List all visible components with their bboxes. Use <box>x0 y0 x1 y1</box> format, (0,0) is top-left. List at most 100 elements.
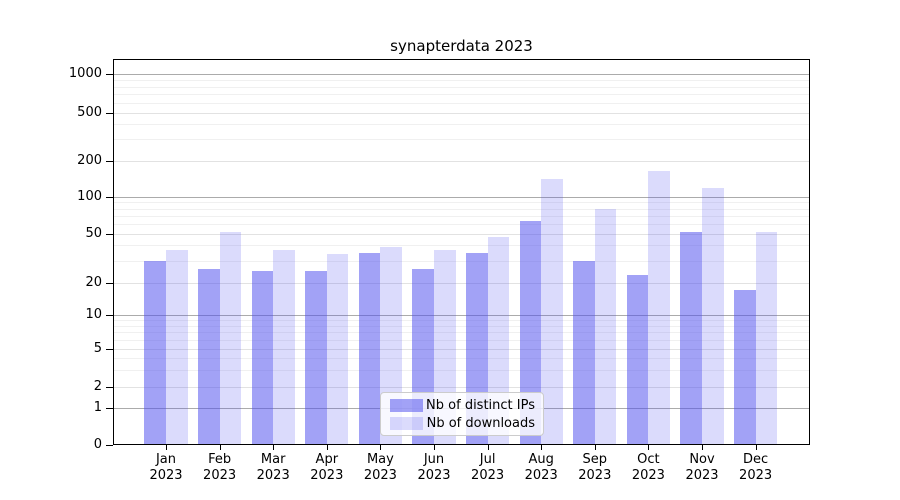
bar-distinct-ips <box>519 221 542 445</box>
x-tick-label: Sep 2023 <box>578 452 612 483</box>
y-gridline-minor <box>113 358 810 360</box>
y-gridline-minor <box>113 86 810 88</box>
x-tick <box>326 445 328 450</box>
x-tick-label: Jun 2023 <box>417 452 451 483</box>
bar-downloads <box>755 232 778 445</box>
x-tick-label: Jan 2023 <box>149 452 183 483</box>
bar-downloads <box>594 209 617 445</box>
y-gridline-minor <box>113 139 810 141</box>
x-tick <box>434 445 435 450</box>
y-gridline-minor <box>113 260 810 262</box>
y-tick <box>106 315 113 316</box>
x-tick <box>648 445 650 450</box>
y-gridline <box>113 282 810 284</box>
bar-downloads <box>702 188 724 445</box>
y-gridline-minor <box>113 320 810 322</box>
y-gridline <box>113 386 810 388</box>
bar-downloads <box>273 249 295 445</box>
bar-distinct-ips <box>144 260 166 445</box>
y-tick <box>106 233 113 235</box>
bar-distinct-ips <box>251 270 274 445</box>
y-gridline-minor <box>113 245 810 247</box>
legend-item: Nb of distinct IPs <box>390 398 535 413</box>
legend-item: Nb of downloads <box>390 416 535 431</box>
y-gridline <box>113 233 810 235</box>
bar-downloads <box>326 254 349 445</box>
y-gridline-decade <box>113 315 810 316</box>
y-tick-label: 100 <box>77 188 102 204</box>
y-tick <box>106 407 113 409</box>
bar-distinct-ips <box>733 290 756 445</box>
y-gridline-minor <box>113 325 810 327</box>
bar-downloads <box>166 249 188 445</box>
y-gridline-minor <box>113 370 810 372</box>
bar-distinct-ips <box>680 232 702 445</box>
x-tick-label: Jul 2023 <box>471 452 505 483</box>
x-tick-label: May 2023 <box>363 452 397 483</box>
x-tick <box>702 445 703 450</box>
y-tick-label: 500 <box>77 104 102 120</box>
legend-label: Nb of downloads <box>426 415 535 431</box>
y-gridline-minor <box>113 215 810 217</box>
y-gridline <box>113 160 810 162</box>
chart-title: synapterdata 2023 <box>390 37 533 55</box>
bar-downloads <box>648 170 671 445</box>
bar-distinct-ips <box>305 270 327 445</box>
y-tick <box>106 349 113 350</box>
y-tick-label: 1 <box>93 399 102 415</box>
x-tick <box>541 445 543 450</box>
y-tick <box>106 74 113 76</box>
y-tick-label: 20 <box>85 274 102 290</box>
y-gridline <box>113 112 810 114</box>
y-gridline-minor <box>113 208 810 210</box>
x-tick <box>487 445 489 450</box>
x-tick <box>273 445 275 450</box>
bar-distinct-ips <box>358 252 381 445</box>
x-tick-label: Aug 2023 <box>524 452 558 483</box>
y-tick-label: 5 <box>93 341 102 356</box>
legend: Nb of distinct IPs Nb of downloads <box>380 392 544 436</box>
legend-swatch-downloads <box>390 416 423 430</box>
y-tick-label: 10 <box>85 307 102 322</box>
x-tick <box>166 445 167 450</box>
x-tick-label: Apr 2023 <box>310 452 344 483</box>
legend-swatch-distinct-ips <box>390 398 423 412</box>
plot-area <box>113 59 810 445</box>
bar-distinct-ips <box>573 260 595 445</box>
bar-downloads <box>219 232 242 445</box>
legend-label: Nb of distinct IPs <box>426 397 535 413</box>
x-tick-label: Oct 2023 <box>631 452 665 483</box>
y-gridline-minor <box>113 80 810 82</box>
y-gridline-minor <box>113 340 810 342</box>
x-tick <box>219 445 221 450</box>
y-gridline <box>113 349 810 350</box>
y-tick <box>106 112 113 114</box>
y-gridline-decade <box>113 74 810 76</box>
y-tick-label: 200 <box>77 152 102 168</box>
y-tick-label: 50 <box>85 225 102 241</box>
x-tick <box>755 445 757 450</box>
y-tick <box>106 445 113 446</box>
bar-distinct-ips <box>626 275 649 445</box>
x-tick <box>594 445 596 450</box>
y-gridline-decade <box>113 196 810 198</box>
y-gridline-minor <box>113 202 810 204</box>
y-gridline-minor <box>113 94 810 96</box>
y-tick <box>106 160 113 162</box>
bar-distinct-ips <box>197 268 220 445</box>
y-gridline-minor <box>113 124 810 126</box>
y-gridline-minor <box>113 102 810 104</box>
y-tick-label: 0 <box>93 437 102 452</box>
y-tick-label: 1000 <box>68 66 102 82</box>
y-tick <box>106 282 113 284</box>
x-tick-label: Feb 2023 <box>203 452 237 483</box>
bar-downloads <box>541 179 563 445</box>
y-tick <box>106 196 113 198</box>
x-tick-label: Mar 2023 <box>256 452 290 483</box>
y-tick-label: 2 <box>93 378 102 394</box>
x-tick-label: Dec 2023 <box>739 452 773 483</box>
x-tick <box>380 445 382 450</box>
y-tick <box>106 386 113 388</box>
y-gridline-minor <box>113 332 810 334</box>
